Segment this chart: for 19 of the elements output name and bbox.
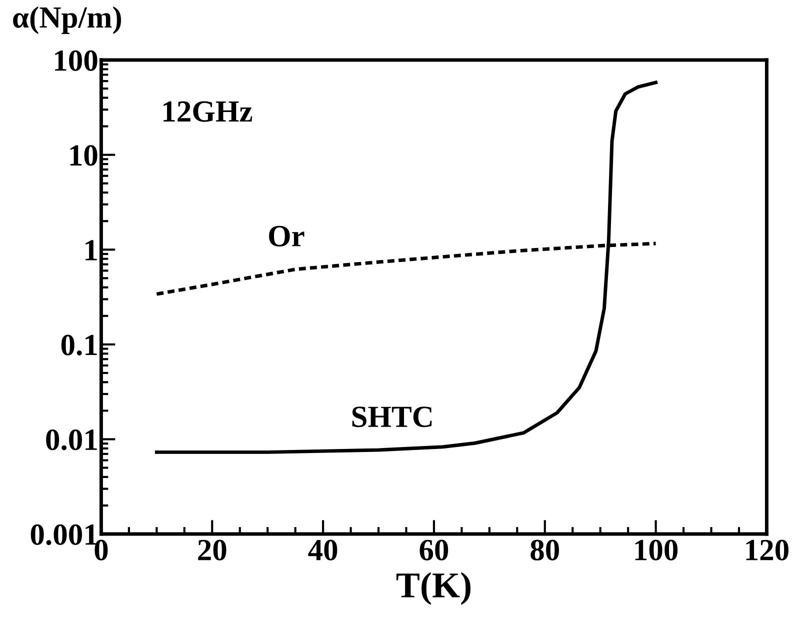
x-tick-label: 120 [746,540,788,560]
annotation: 12GHz [164,101,252,122]
series-label: Or [269,226,304,246]
x-tick-label: 100 [635,540,678,560]
y-tick-label: 0.01 [46,430,97,450]
x-tick-label: 0 [94,540,108,560]
y-axis-title: α(Np/m) [13,6,122,34]
x-tick-label: 20 [198,540,226,560]
y-tick-label: 0.1 [61,334,97,356]
line-series [154,80,658,454]
y-tick-label: 0.001 [30,524,97,546]
series-label: SHTC [352,406,432,428]
y-tick-label: 100 [55,50,98,71]
x-axis-title: T(K) [396,572,470,605]
x-tick-label: 60 [420,540,448,560]
y-tick-label: 10 [70,145,98,166]
x-tick-label: 80 [530,540,559,560]
y-tick-label: 1 [86,240,97,260]
x-tick-label: 40 [308,540,338,560]
